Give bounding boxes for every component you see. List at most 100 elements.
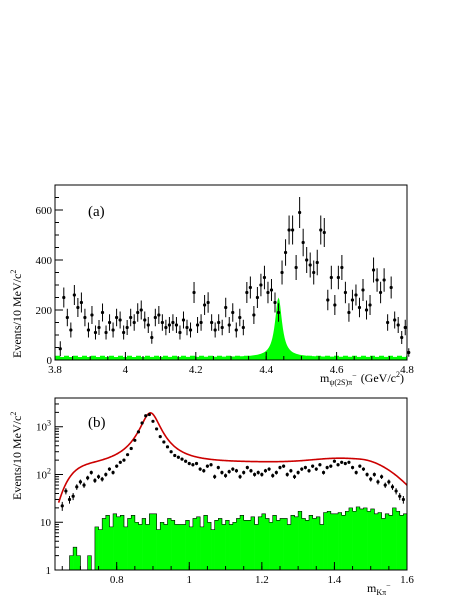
data-point [224,297,228,318]
data-point [343,461,347,466]
marker [223,473,228,478]
marker [107,320,112,325]
data-point [307,468,311,473]
marker [291,228,295,232]
marker [403,325,407,330]
marker [259,283,263,287]
marker [238,315,242,320]
marker [104,330,108,335]
histogram-bar [207,522,212,570]
data-point [194,461,199,466]
data-point [217,314,221,331]
data-point [72,285,76,305]
y-tick-label: 200 [36,305,53,317]
marker [273,300,277,305]
data-point [136,430,141,434]
histogram-bar [312,518,317,570]
marker [289,469,293,473]
marker [301,240,305,245]
histogram-bar [160,522,165,570]
data-point [132,314,136,331]
panel-label-a: (a) [88,204,105,220]
data-point [203,295,207,315]
x-tick-label: 3.8 [48,364,62,376]
histogram-bar [189,526,194,570]
marker [368,303,372,307]
histogram-bar [178,524,183,570]
data-point [263,468,268,473]
marker [382,278,386,282]
data-point [118,311,122,329]
marker [210,320,214,325]
histogram-bar [76,555,81,570]
marker [280,270,284,275]
data-point [398,493,402,501]
x-tick-label: 1.4 [328,574,342,586]
marker [111,470,115,475]
data-point [58,341,62,357]
marker [336,463,340,467]
data-point [169,450,173,454]
data-point [220,470,224,475]
marker [174,323,179,327]
histogram-bar [123,526,128,570]
marker [372,472,376,477]
data-point [147,412,151,417]
marker [285,472,289,477]
histogram-bar [341,515,346,570]
marker [209,463,213,467]
data-point [308,252,312,278]
histogram-bar [359,508,364,570]
marker [187,461,191,466]
y-axis-label-a: Events/10 MeV/c2 [9,270,24,358]
data-point [347,303,351,322]
histogram-bar [225,520,230,570]
x-axis-ticks-b: 0.8 1 1.2 1.4 1.6 [61,562,414,586]
histogram-bar [392,507,397,570]
histogram-bar [381,518,386,570]
data-point [283,239,288,266]
histogram-bar [323,512,328,570]
marker [180,457,184,461]
data-point [165,445,170,449]
marker [122,458,126,462]
data-point [153,308,157,327]
marker [263,469,268,473]
marker [249,469,253,473]
marker [298,210,302,215]
marker [256,470,260,475]
data-point [104,325,108,340]
data-point [245,282,249,303]
marker [325,465,329,470]
data-point [157,306,161,324]
data-point [340,460,344,464]
data-point [361,467,366,471]
histogram-bar [367,511,372,570]
histogram-bar [138,524,143,570]
marker [96,475,101,479]
marker [206,300,210,305]
data-point [122,325,126,340]
data-point [71,493,75,501]
marker [354,293,358,297]
data-point [303,465,307,470]
data-point [298,197,302,228]
data-point [269,279,274,301]
data-point [231,467,235,471]
marker [401,497,405,502]
data-point [379,474,384,479]
data-point [401,495,405,504]
histogram-bar [163,524,168,570]
y-tick-exponent: 2 [47,466,51,475]
marker [407,350,411,355]
data-point [173,453,177,458]
marker [164,325,168,330]
histogram-bar [73,547,78,570]
data-point [403,319,407,336]
marker [216,465,220,470]
marker [93,478,97,483]
marker [329,275,333,280]
marker [217,320,221,325]
data-point [262,265,267,290]
marker [125,325,129,330]
